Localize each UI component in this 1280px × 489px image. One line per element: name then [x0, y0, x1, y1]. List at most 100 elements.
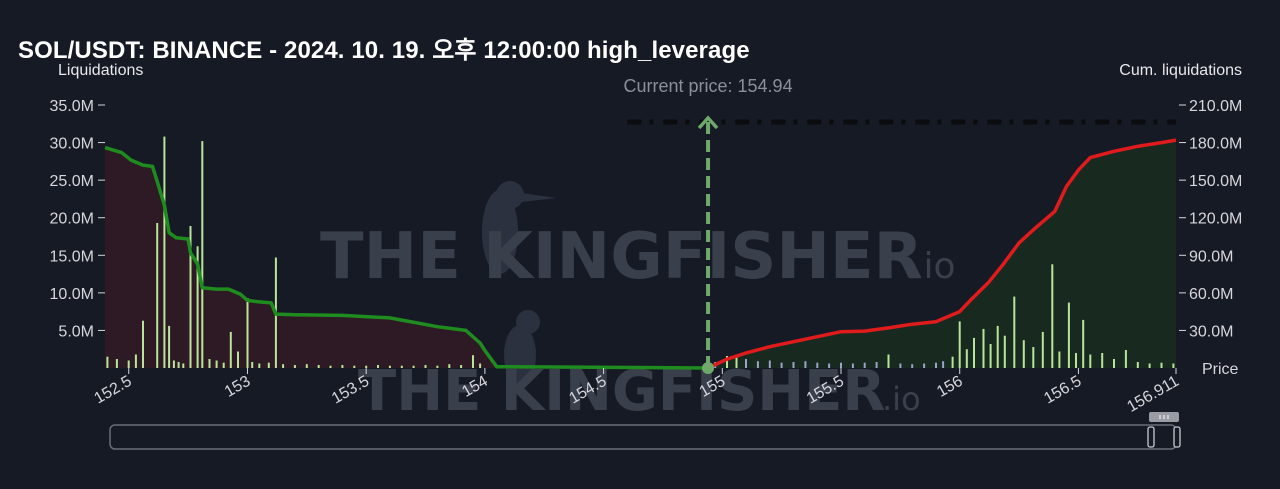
liquidation-bar — [875, 362, 878, 368]
liquidation-bar — [965, 349, 968, 368]
liquidation-bar — [448, 364, 451, 368]
x-axis-tick-label: 156 — [934, 373, 966, 401]
liquidation-bar — [1082, 319, 1085, 368]
liquidation-bar — [282, 364, 285, 368]
area-fills — [105, 140, 1176, 368]
liquidation-bar — [942, 361, 945, 368]
liquidation-bar — [1136, 362, 1139, 368]
liquidation-bar — [851, 363, 854, 368]
liquidation-bar — [792, 362, 795, 368]
watermark-io-upper: .io — [912, 246, 955, 287]
right-axis-title: Cum. liquidations — [1119, 62, 1242, 79]
long-cumulative-line — [707, 138, 1177, 370]
liquidation-bar — [163, 136, 166, 368]
short-cumulative-area — [105, 147, 709, 368]
liquidation-bar — [127, 360, 130, 368]
liquidation-bar — [935, 362, 937, 368]
liquidation-bar — [1075, 353, 1077, 368]
x-axis-title: Price — [1202, 361, 1239, 378]
liquidation-bar — [208, 359, 211, 368]
liquidation-bar — [1003, 335, 1006, 368]
liquidation-bar — [412, 365, 415, 368]
liquidation-bar — [142, 320, 144, 368]
liquidation-bar — [115, 359, 118, 368]
liquidation-bar — [1113, 359, 1115, 368]
liquidation-bar — [982, 328, 985, 368]
liquidation-bar — [177, 362, 180, 368]
liquidation-bar — [989, 344, 992, 368]
liquidation-bar — [804, 361, 807, 368]
liquidation-bar — [329, 365, 332, 368]
liquidation-bar — [305, 364, 308, 368]
left-axis-tick-label: 25.0M — [50, 173, 94, 190]
liquidation-bar — [899, 363, 902, 368]
liquidation-bar — [196, 246, 199, 368]
liquidation-bar — [1013, 296, 1016, 368]
range-slider[interactable] — [109, 412, 1181, 450]
liquidation-bar — [996, 325, 999, 368]
liquidation-bar — [735, 354, 738, 368]
kingfisher-logo-icon — [482, 181, 556, 385]
current-price-dot — [702, 362, 715, 374]
liquidation-bar — [189, 226, 192, 368]
liquidation-bar — [388, 365, 391, 368]
watermark: THE KINGFISHER .io THE KINGFISHER .io — [320, 181, 955, 424]
liquidation-bar — [251, 362, 254, 368]
liquidation-bar — [726, 356, 728, 368]
range-slider-right-handle[interactable] — [1173, 426, 1181, 448]
liquidation-bar — [353, 365, 356, 368]
liquidation-bar — [1089, 354, 1092, 368]
liquidation-bar — [472, 355, 474, 368]
liquidation-bar — [863, 362, 866, 368]
x-axis-tick-label: 152.5 — [92, 373, 135, 408]
x-axis-tick-label: 156.5 — [1041, 373, 1084, 408]
right-axis-tick-label: 210.0M — [1189, 98, 1242, 115]
liquidation-bar — [460, 365, 463, 368]
liquidation-bar — [951, 356, 954, 368]
liquidation-bars — [106, 136, 1175, 368]
liquidation-bar — [424, 365, 427, 368]
right-axis-tick-label: 60.0M — [1189, 286, 1233, 303]
liquidation-bar — [479, 363, 482, 368]
current-price-marker: Current price: 154.94 — [623, 76, 793, 374]
liquidation-bar — [1032, 347, 1035, 368]
liquidation-bar — [267, 362, 270, 368]
liquidation-bar — [222, 362, 225, 368]
liquidation-bar — [780, 362, 783, 368]
liquidation-bar — [816, 362, 819, 368]
x-axis-tick-label: 156.911 — [1124, 373, 1182, 416]
watermark-text-upper: THE KINGFISHER — [320, 220, 923, 294]
liquidation-bar — [134, 354, 137, 368]
liquidation-bar — [828, 363, 831, 368]
liquidation-bar — [377, 365, 379, 368]
cumulative-lines — [104, 119, 1177, 370]
liquidation-bar — [768, 360, 771, 368]
liquidation-bar — [168, 325, 171, 368]
liquidation-bar — [172, 360, 175, 368]
right-axis-tick-label: 90.0M — [1189, 248, 1233, 265]
left-axis-tick-label: 15.0M — [50, 248, 94, 265]
liquidation-bar — [1148, 363, 1151, 368]
liquidation-bar — [1058, 351, 1061, 368]
liquidation-bar — [1041, 331, 1044, 368]
liquidation-bar — [1022, 340, 1025, 368]
left-axis-tick-label: 10.0M — [50, 286, 94, 303]
right-axis-tick-label: 120.0M — [1189, 211, 1242, 228]
range-slider-left-handle[interactable] — [1147, 426, 1155, 448]
liquidation-bar — [958, 321, 961, 368]
short-cumulative-line — [104, 145, 709, 370]
liquidation-bar — [156, 223, 159, 368]
liquidation-bar — [258, 363, 261, 368]
liquidation-bar — [840, 362, 842, 368]
liquidation-bar — [365, 365, 368, 368]
watermark-text-lower: THE KINGFISHER — [358, 359, 886, 424]
liquidation-bar — [293, 365, 296, 368]
range-slider-track[interactable] — [109, 424, 1177, 450]
liquidation-bar — [1160, 362, 1163, 368]
liquidation-bar — [745, 359, 747, 368]
left-axis-tick-label: 5.0M — [58, 323, 94, 340]
liquidation-bar — [887, 354, 890, 368]
liquidation-bar — [756, 361, 759, 368]
liquidation-bar — [182, 363, 185, 368]
